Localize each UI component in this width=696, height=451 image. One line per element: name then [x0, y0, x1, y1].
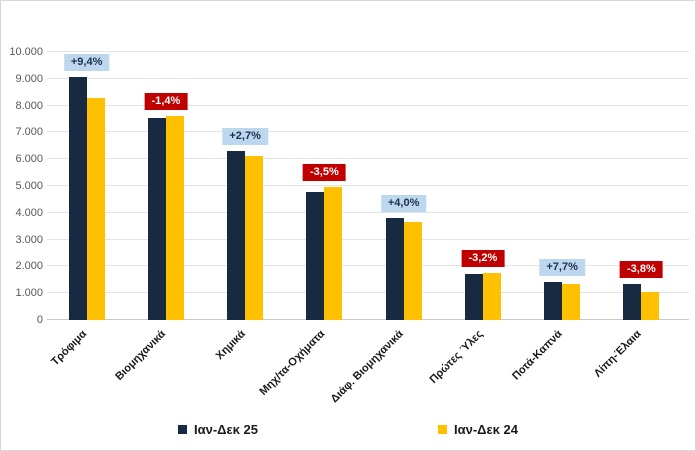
x-category-label: Χημικά — [213, 328, 248, 363]
bar-series1-7 — [544, 281, 563, 320]
y-tick-label: 5.000 — [15, 180, 43, 192]
pct-change-badge: +4,0% — [380, 195, 427, 213]
bar-series2-3 — [245, 155, 264, 320]
pct-change-badge: +9,4% — [63, 54, 110, 72]
pct-change-badge: -3,8% — [620, 261, 663, 279]
legend-item-series1: Ιαν-Δεκ 25 — [178, 422, 258, 437]
bar-series1-1 — [68, 77, 87, 320]
y-tick-label: 2.000 — [15, 260, 43, 273]
y-tick-label: 7.000 — [15, 126, 43, 139]
gridline — [47, 211, 689, 213]
bar-cluster: +7,7% — [523, 52, 602, 320]
y-tick-label: 3.000 — [15, 233, 43, 246]
x-axis-line — [47, 319, 689, 320]
bar-cluster: -1,4% — [126, 52, 205, 320]
pct-change-badge: +2,7% — [222, 128, 268, 146]
y-tick-label: 0 — [36, 314, 43, 326]
gridline — [47, 131, 689, 133]
x-category-label: Πρώτες Ύλες — [427, 328, 486, 386]
bar-cluster: +2,7% — [206, 52, 285, 320]
bar-series2-7 — [562, 284, 581, 320]
y-tick-label: 8.000 — [15, 99, 43, 112]
y-tick-label: 4.000 — [15, 206, 43, 219]
gridline — [47, 265, 689, 267]
gridline — [47, 51, 689, 52]
plot-area: +9,4% -1,4% +2,7% -3,5% +4,0% -3,2% +7,7% -3,8% — [47, 51, 689, 320]
pct-change-badge: +7,7% — [539, 258, 585, 276]
y-tick-label: 9.000 — [15, 72, 43, 85]
gridline — [47, 158, 689, 160]
bar-cluster: +9,4% — [47, 52, 126, 320]
y-tick-label: 10.000 — [9, 46, 43, 58]
bar-series2-8 — [641, 291, 660, 320]
bar-cluster: +4,0% — [364, 52, 443, 320]
x-category-label: Ποτά-Καπνά — [510, 328, 565, 383]
bar-series1-3 — [227, 151, 246, 320]
x-category-label: Βιομηχανικά — [113, 328, 169, 383]
bar-cluster: -3,5% — [285, 52, 364, 320]
legend-swatch-icon — [178, 425, 187, 434]
y-tick-label: 6.000 — [15, 153, 43, 166]
legend-swatch-icon — [438, 425, 447, 434]
pct-change-badge: -3,2% — [461, 249, 505, 267]
bar-series1-6 — [464, 274, 483, 320]
pct-change-badge: -3,5% — [303, 164, 346, 182]
legend-label: Ιαν-Δεκ 25 — [194, 422, 258, 437]
pct-change-badge: -1,4% — [144, 92, 188, 110]
x-category-label: Λίπη-Έλαια — [592, 328, 644, 380]
bar-series2-4 — [324, 187, 343, 320]
bar-series2-2 — [165, 115, 184, 320]
y-tick-label: 1.000 — [15, 287, 43, 300]
bar-series1-8 — [623, 284, 642, 320]
legend: Ιαν-Δεκ 25 Ιαν-Δεκ 24 — [1, 422, 695, 437]
bar-series2-5 — [403, 222, 422, 320]
bar-series1-2 — [147, 118, 166, 320]
bar-series2-1 — [86, 98, 105, 320]
gridline — [47, 104, 689, 106]
x-category-label: Διάφ. Βιομηχανικά — [328, 328, 407, 406]
bar-series1-4 — [306, 192, 325, 320]
gridline — [47, 77, 689, 79]
x-category-label: Μηχ/τα-Οχήματα — [257, 328, 327, 398]
gridline — [47, 292, 689, 294]
bar-cluster: -3,8% — [602, 52, 681, 320]
bar-series1-5 — [385, 218, 404, 320]
legend-label: Ιαν-Δεκ 24 — [454, 422, 518, 437]
gridline — [47, 238, 689, 240]
gridline — [47, 185, 689, 186]
bar-cluster: -3,2% — [443, 52, 522, 320]
legend-item-series2: Ιαν-Δεκ 24 — [438, 422, 518, 437]
bar-series2-6 — [482, 272, 501, 320]
x-category-label: Τρόφιμα — [49, 328, 90, 369]
